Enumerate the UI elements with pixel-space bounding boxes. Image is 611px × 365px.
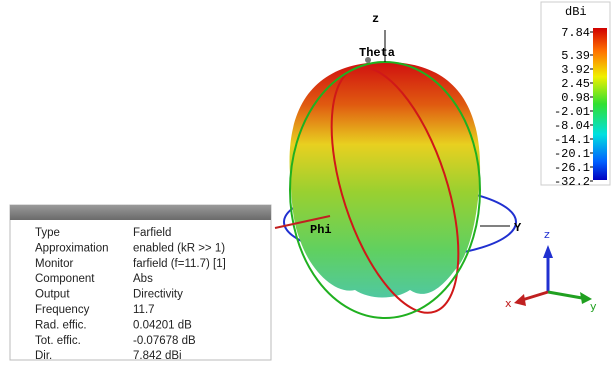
info-key: Rad. effic. <box>35 319 87 331</box>
info-key: Monitor <box>35 258 74 270</box>
info-key: Frequency <box>35 304 90 316</box>
triad-label: x <box>505 297 512 310</box>
info-value: 11.7 <box>133 304 155 316</box>
info-value: -0.07678 dB <box>133 335 196 347</box>
info-value: Directivity <box>133 289 183 301</box>
info-key: Component <box>35 273 95 285</box>
scene: z Theta Y Phi <box>275 12 522 328</box>
colorbar-tick-label: 3.92 <box>561 63 590 77</box>
axis-triad: z x y <box>505 228 597 313</box>
axis-label: Theta <box>359 46 395 60</box>
colorbar-tick-label: -32.2 <box>554 175 590 189</box>
info-key: Type <box>35 227 60 239</box>
axis-label: Y <box>514 221 522 235</box>
info-value: 0.04201 dB <box>133 319 192 331</box>
colorbar-tick-label: 7.84 <box>561 26 590 40</box>
info-value: farfield (f=11.7) [1] <box>133 258 226 270</box>
info-key: Output <box>35 289 70 301</box>
info-panel: Type Farfield Approximation enabled (kR >> … <box>10 205 271 362</box>
colorbar: dBi 7.845.393.922.450.98-2.01-8.04-14.1-… <box>541 2 610 189</box>
colorbar-tick-label: -2.01 <box>554 105 590 119</box>
triad-label: y <box>590 300 597 313</box>
colorbar-tick-label: 2.45 <box>561 77 590 91</box>
farfield-view: z Theta Y Phi z x y dBi 7.84 5.393.922.45… <box>0 0 611 365</box>
colorbar-tick-label: 5.39 <box>561 49 590 63</box>
colorbar-unit: dBi <box>565 5 587 19</box>
info-key: Tot. effic. <box>35 335 81 347</box>
info-value: Farfield <box>133 227 171 239</box>
info-value: enabled (kR >> 1) <box>133 242 225 254</box>
colorbar-gradient <box>593 28 607 180</box>
colorbar-tick-label: -14.1 <box>554 133 590 147</box>
colorbar-tick-label: -8.04 <box>554 119 590 133</box>
axis-label: z <box>372 12 379 26</box>
panel-header <box>10 205 271 220</box>
axis-label: Phi <box>310 223 332 237</box>
colorbar-tick-label: 0.98 <box>561 91 590 105</box>
info-value: Abs <box>133 273 153 285</box>
info-value: 7.842 dBi <box>133 350 182 362</box>
triad-label: z <box>544 228 550 241</box>
colorbar-tick-label: -26.1 <box>554 161 590 175</box>
info-key: Dir. <box>35 350 52 362</box>
colorbar-tick-label: -20.1 <box>554 147 590 161</box>
info-key: Approximation <box>35 242 109 254</box>
